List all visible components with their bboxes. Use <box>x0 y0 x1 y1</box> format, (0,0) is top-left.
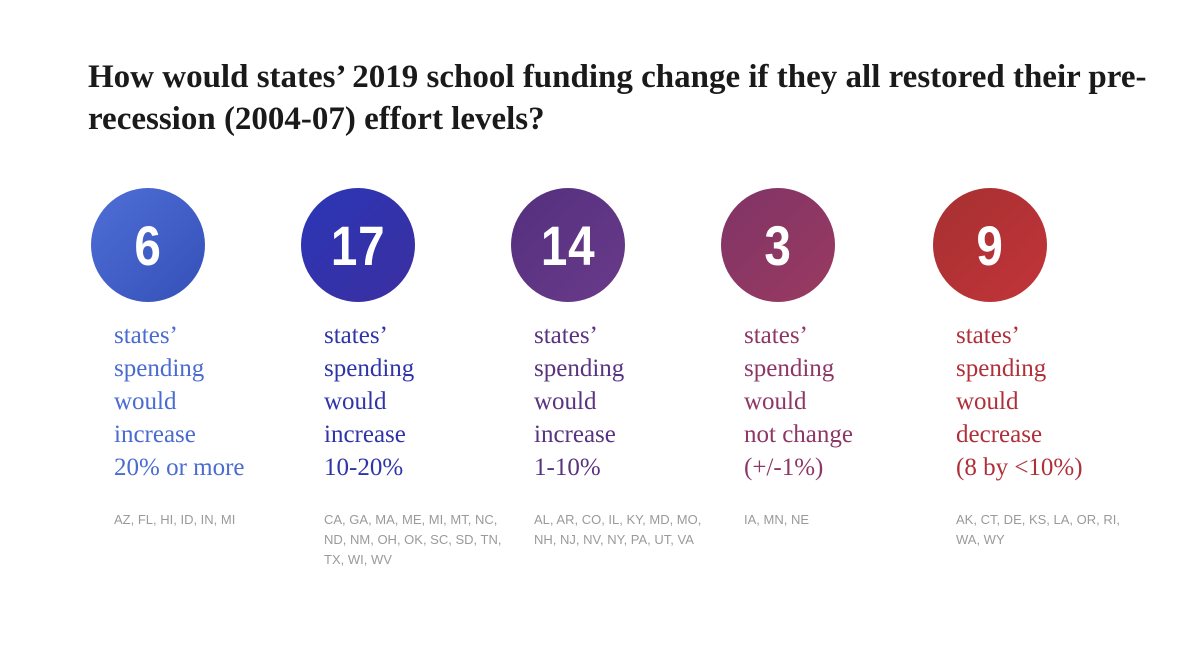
desc-line: decrease <box>956 421 1043 448</box>
state-list: AZ, FL, HI, ID, IN, MI <box>114 512 236 527</box>
desc-line: states’ <box>744 322 808 349</box>
count-number: 14 <box>540 213 596 277</box>
desc-line: spending <box>114 355 205 382</box>
group-description: states’ spending would increase 20% or m… <box>114 319 299 484</box>
group-increase-1-10: 14 states’ spending would increase 1-10%… <box>508 188 719 550</box>
group-description: states’ spending would increase 10-20% <box>324 319 509 484</box>
group-description: states’ spending would decrease (8 by <1… <box>956 319 1141 484</box>
desc-line: states’ <box>114 322 178 349</box>
desc-line: spending <box>534 355 625 382</box>
desc-line: (8 by <10%) <box>956 454 1083 481</box>
desc-line: 10-20% <box>324 454 404 481</box>
desc-line: not change <box>744 421 853 448</box>
count-circle: 6 <box>91 188 205 302</box>
desc-line: states’ <box>956 322 1020 349</box>
desc-line: spending <box>324 355 415 382</box>
desc-line: increase <box>534 421 616 448</box>
group-increase-10-20: 17 states’ spending would increase 10-20… <box>298 188 509 570</box>
desc-line: would <box>744 388 807 415</box>
desc-line: increase <box>114 421 196 448</box>
desc-line: (+/-1%) <box>744 454 824 481</box>
group-increase-20-plus: 6 states’ spending would increase 20% or… <box>88 188 299 530</box>
desc-line: 1-10% <box>534 454 601 481</box>
desc-line: 20% or more <box>114 454 245 481</box>
desc-line: states’ <box>324 322 388 349</box>
state-list: IA, MN, NE <box>744 512 810 527</box>
count-circle: 17 <box>301 188 415 302</box>
desc-line: increase <box>324 421 406 448</box>
state-list: CA, GA, MA, ME, MI, MT, NC, ND, NM, OH, … <box>324 512 502 567</box>
desc-line: would <box>114 388 177 415</box>
group-description: states’ spending would not change (+/-1%… <box>744 319 929 484</box>
count-circle: 3 <box>721 188 835 302</box>
desc-line: spending <box>956 355 1047 382</box>
group-no-change: 3 states’ spending would not change (+/-… <box>718 188 929 530</box>
count-circle: 9 <box>933 188 1047 302</box>
state-list: AL, AR, CO, IL, KY, MD, MO, NH, NJ, NV, … <box>534 512 702 547</box>
count-number: 3 <box>764 213 792 277</box>
count-circle: 14 <box>511 188 625 302</box>
state-list: AK, CT, DE, KS, LA, OR, RI, WA, WY <box>956 512 1120 547</box>
desc-line: would <box>956 388 1019 415</box>
desc-line: states’ <box>534 322 598 349</box>
group-decrease: 9 states’ spending would decrease (8 by … <box>930 188 1141 550</box>
count-number: 17 <box>330 213 386 277</box>
desc-line: would <box>324 388 387 415</box>
desc-line: spending <box>744 355 835 382</box>
count-number: 6 <box>134 213 162 277</box>
desc-line: would <box>534 388 597 415</box>
page-title: How would states’ 2019 school funding ch… <box>88 59 1147 137</box>
count-number: 9 <box>976 213 1004 277</box>
group-description: states’ spending would increase 1-10% <box>534 319 719 484</box>
